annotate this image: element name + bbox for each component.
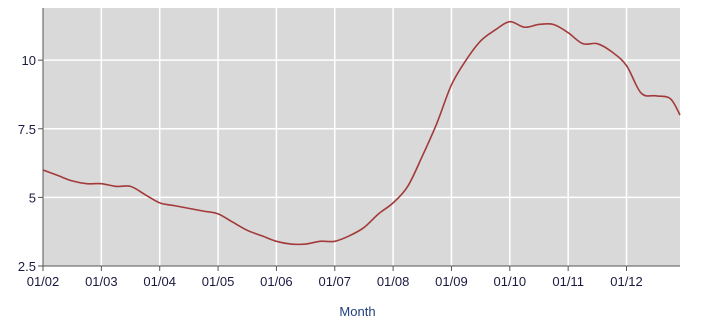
grid-vertical — [100, 8, 628, 266]
y-tick-label: 2.5 — [18, 259, 36, 274]
x-axis-title: Month — [339, 304, 375, 319]
x-tick-label: 01/09 — [435, 274, 468, 289]
y-axis-ticks: 2.5 5 7.5 10 — [18, 53, 43, 274]
x-tick-label: 01/03 — [85, 274, 118, 289]
x-tick-label: 01/02 — [27, 274, 60, 289]
x-tick-label: 01/10 — [494, 274, 527, 289]
x-tick-label: 01/11 — [552, 274, 584, 289]
y-tick-label: 7.5 — [18, 122, 36, 137]
plot-area — [43, 8, 680, 266]
x-tick-label: 01/12 — [610, 274, 643, 289]
y-tick-label: 5 — [29, 190, 36, 205]
x-tick-label: 01/06 — [260, 274, 293, 289]
x-axis-ticks: 01/02 01/03 01/04 01/05 01/06 01/07 01/08 01/09… — [27, 266, 643, 289]
x-tick-label: 01/08 — [377, 274, 410, 289]
series-line — [42, 20, 681, 246]
x-tick-label: 01/05 — [202, 274, 235, 289]
y-tick-label: 10 — [22, 53, 36, 68]
x-tick-label: 01/07 — [318, 274, 351, 289]
x-tick-label: 01/04 — [143, 274, 176, 289]
